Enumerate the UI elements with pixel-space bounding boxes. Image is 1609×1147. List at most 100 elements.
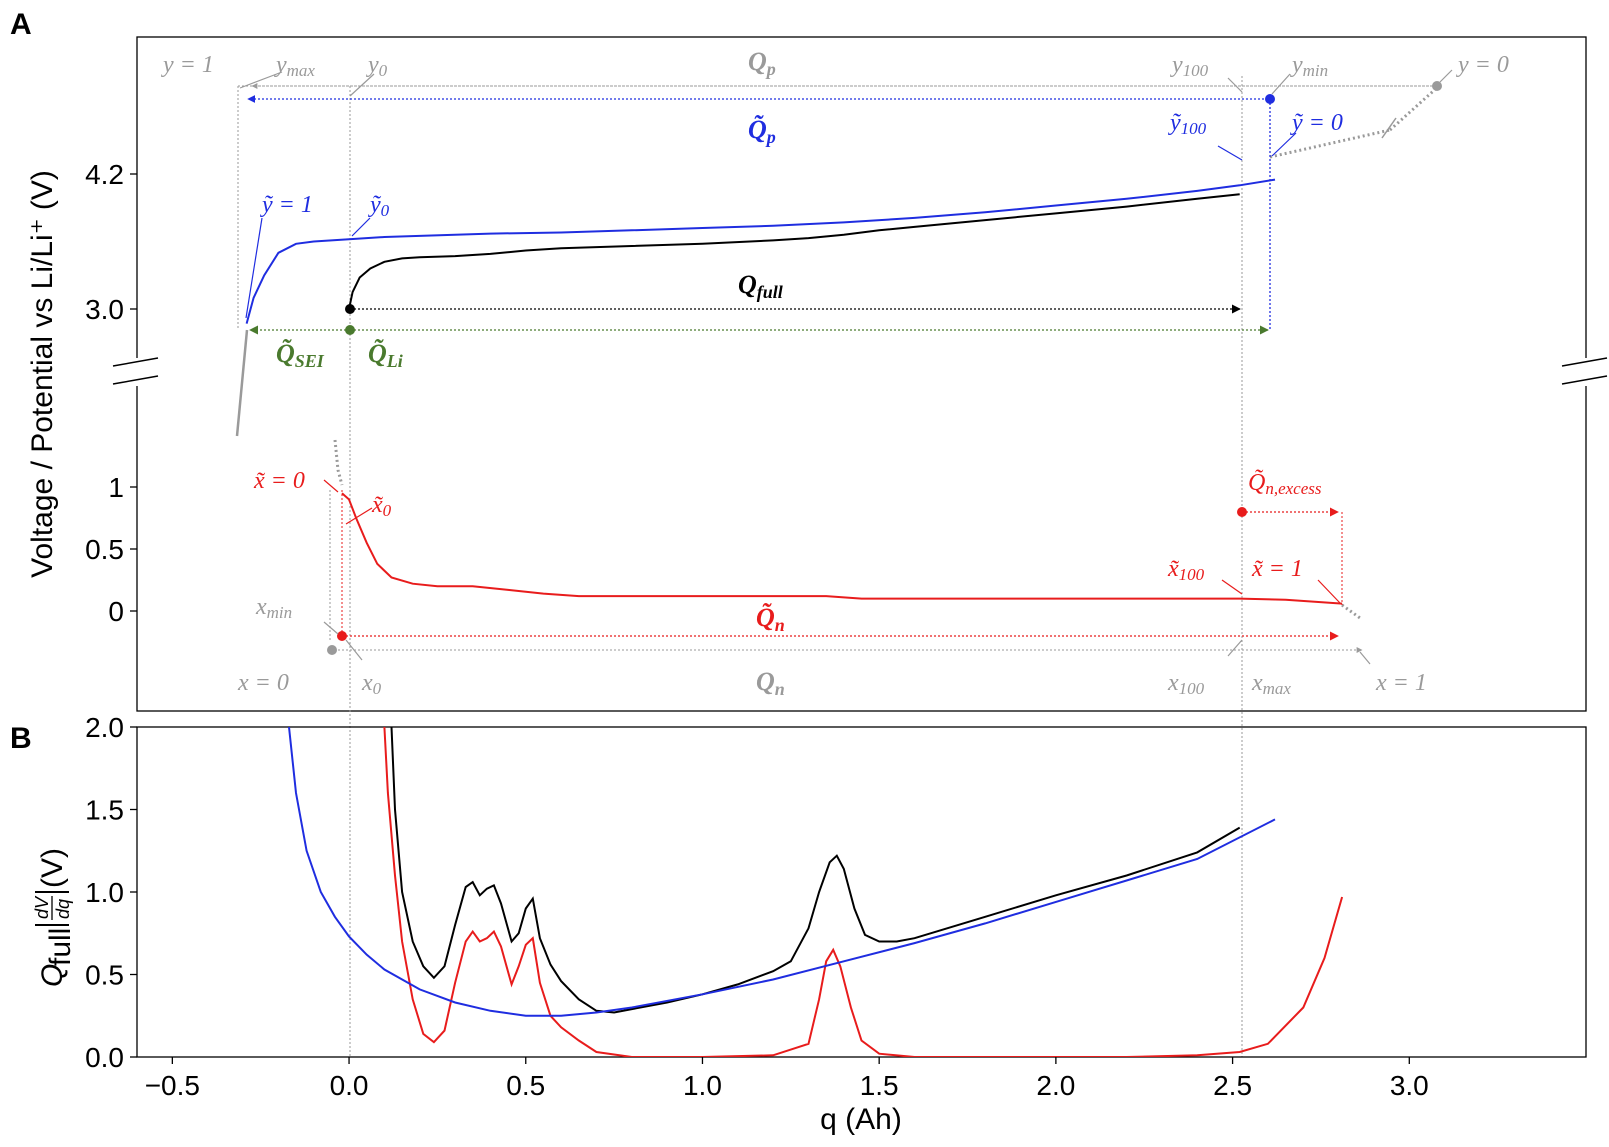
label-x-0: x0 xyxy=(361,670,382,698)
y-tick-label: 0.5 xyxy=(85,960,124,991)
panel-b-full-cell-curve xyxy=(390,727,1241,1014)
label-q-full: Qfull xyxy=(738,270,783,302)
panel-b-label: B xyxy=(10,722,32,755)
leader-lines xyxy=(239,69,1453,665)
leader-line xyxy=(1227,77,1243,93)
leader-line xyxy=(1227,639,1243,657)
y-tick-label: 1 xyxy=(108,472,124,503)
ylabel-den: dq xyxy=(53,899,73,919)
neg-extension-curve xyxy=(333,439,344,486)
x-tick-label: 1.0 xyxy=(683,1070,722,1101)
label-qt-li: Q̃Li xyxy=(368,339,403,371)
label-y-0: y0 xyxy=(366,52,388,80)
x-tick-label: 2.5 xyxy=(1213,1070,1252,1101)
leader-line xyxy=(323,479,339,493)
label-x-100: x100 xyxy=(1167,670,1205,698)
x-tick-label: 0.5 xyxy=(506,1070,545,1101)
leader-line xyxy=(351,217,371,237)
x-tick-label: 1.5 xyxy=(860,1070,899,1101)
label-yt-eq-1: ỹ = 1 xyxy=(260,192,313,218)
panel-b-x-ticks: −0.5 0.0 0.5 1.0 1.5 2.0 2.5 3.0 xyxy=(145,1057,1429,1101)
leader-line xyxy=(245,217,263,319)
label-q-n: Qn xyxy=(756,667,785,699)
label-x-max: xmax xyxy=(1251,670,1291,698)
label-yt-100: ỹ100 xyxy=(1168,110,1207,138)
label-qt-n-excess: Q̃n,excess xyxy=(1248,469,1322,498)
leader-line xyxy=(1271,73,1291,95)
pos-extension-curve xyxy=(1269,128,1391,159)
label-x-eq-0: x = 0 xyxy=(237,670,289,696)
panel-b-positive-curve xyxy=(288,727,1276,1017)
axis-break-mark xyxy=(1561,357,1608,367)
y-min-dot xyxy=(1265,94,1275,104)
label-qt-sei: Q̃SEI xyxy=(276,339,325,371)
panel-b-frame xyxy=(136,726,1587,1058)
pos-extension-curve xyxy=(1388,83,1442,132)
panel-a-ylabel: Voltage / Potential vs Li/Li⁺ (V) xyxy=(26,170,59,578)
axis-break-mark xyxy=(1561,375,1608,385)
annotations: y = 1 ymax y0 Qp y100 ymin y = 0 Q̃p ỹ10… xyxy=(161,47,1509,699)
y-tick-label: 0.5 xyxy=(85,534,124,565)
leader-line xyxy=(1221,579,1243,595)
pos-low-extension xyxy=(235,329,249,437)
panel-a-y-ticks: 3.0 4.2 0 0.5 1 xyxy=(85,159,137,627)
label-yt-0: ỹ0 xyxy=(368,192,390,220)
label-xt-eq-0: x̃ = 0 xyxy=(253,468,305,494)
ylabel-unit: (V) xyxy=(36,848,69,888)
x-100-dot xyxy=(1237,507,1247,517)
qt-li-dot xyxy=(345,325,355,335)
y-tick-label: 1.5 xyxy=(85,795,124,826)
label-q-p: Qp xyxy=(748,47,776,79)
neg-extension-curve xyxy=(1341,603,1361,620)
panel-b-xlabel: q (Ah) xyxy=(820,1103,902,1136)
panel-b-ylabel: Q full dV dq (V) xyxy=(32,848,77,987)
x-tick-label: −0.5 xyxy=(145,1070,200,1101)
panel-a-frame xyxy=(136,36,1587,712)
y-tick-label: 3.0 xyxy=(85,294,124,325)
leader-line xyxy=(349,73,375,97)
y-tick-label: 0.0 xyxy=(85,1042,124,1073)
y-tick-label: 0 xyxy=(108,596,124,627)
leader-line xyxy=(345,507,373,525)
label-y-max: ymax xyxy=(274,52,315,80)
y-tick-label: 4.2 xyxy=(85,159,124,190)
leader-line xyxy=(1271,132,1297,157)
label-xt-0: x̃0 xyxy=(371,492,392,520)
leader-line xyxy=(239,71,283,89)
label-y-min: ymin xyxy=(1290,52,1328,80)
label-x-eq-1: x = 1 xyxy=(1375,670,1427,696)
ylabel-num: dV xyxy=(32,895,52,919)
y-tick-label: 1.0 xyxy=(85,877,124,908)
x-eq-0-dot xyxy=(327,645,337,655)
panel-a-positive-curve xyxy=(245,178,1276,324)
label-y-eq-0: y = 0 xyxy=(1456,52,1509,78)
leader-line xyxy=(1317,579,1341,604)
x-tick-label: 2.0 xyxy=(1036,1070,1075,1101)
panel-a-negative-curve xyxy=(341,492,1343,605)
axis-break-mark xyxy=(112,357,159,367)
label-y-100: y100 xyxy=(1170,52,1209,80)
ylabel-q: Q xyxy=(36,964,69,987)
leader-line xyxy=(1359,651,1371,665)
leader-line xyxy=(1439,69,1453,83)
panel-a-label: A xyxy=(10,8,32,41)
label-qt-n: Q̃n xyxy=(756,603,785,635)
label-y-eq-1: y = 1 xyxy=(161,52,214,78)
panel-b-y-ticks: 0.0 0.5 1.0 1.5 2.0 xyxy=(85,712,137,1073)
leader-line xyxy=(345,639,363,661)
ylabel-sub: full xyxy=(44,928,77,966)
y-tick-label: 2.0 xyxy=(85,712,124,743)
label-xt-100: x̃100 xyxy=(1167,556,1205,584)
q-full-start-dot xyxy=(345,304,355,314)
label-x-min: xmin xyxy=(255,594,292,622)
extension-break-tick xyxy=(1381,117,1397,139)
leader-line xyxy=(323,621,339,635)
leader-line xyxy=(1217,145,1243,161)
x-tick-label: 3.0 xyxy=(1390,1070,1429,1101)
label-xt-eq-1: x̃ = 1 xyxy=(1251,556,1303,582)
panel-a-full-cell-curve xyxy=(348,193,1240,310)
x-tick-label: 0.0 xyxy=(330,1070,369,1101)
label-qt-p: Q̃p xyxy=(748,115,776,147)
panel-b-negative-curve xyxy=(383,727,1344,1057)
